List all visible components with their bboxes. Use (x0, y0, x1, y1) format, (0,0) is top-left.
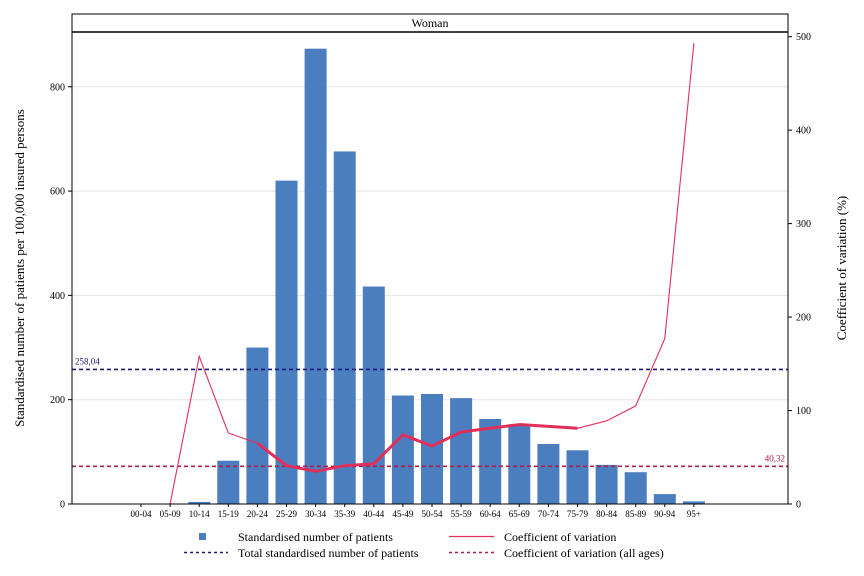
legend-label: Coefficient of variation (504, 530, 616, 544)
legend-label: Coefficient of variation (all ages) (504, 546, 664, 560)
y-tick-label: 0 (60, 500, 65, 511)
x-tick-label: 10-14 (189, 509, 210, 519)
y-tick-label: 400 (50, 291, 65, 302)
bar (217, 460, 240, 504)
legend-label: Standardised number of patients (238, 530, 393, 544)
bar (333, 151, 356, 504)
x-tick-label: 90-94 (654, 509, 675, 519)
y2-tick-label: 300 (796, 219, 811, 230)
reference-lines: 258,04 40,32 (72, 356, 788, 468)
plot-frame (71, 13, 789, 505)
bar (624, 472, 647, 504)
x-tick-label: 15-19 (218, 509, 239, 519)
y2-tick-label: 500 (796, 32, 811, 43)
bar (508, 424, 531, 504)
x-tick-label: 05-09 (160, 509, 181, 519)
x-tick-label: 35-39 (334, 509, 355, 519)
y2-tick-label: 0 (796, 500, 801, 511)
y2-tick-label: 400 (796, 126, 811, 137)
x-tick-label: 50-54 (422, 509, 443, 519)
bars (188, 48, 705, 505)
bar (566, 450, 589, 504)
x-tick-label: 80-84 (596, 509, 617, 519)
bar (653, 494, 676, 504)
y-axis-label: Standardised number of patients per 100,… (12, 109, 27, 427)
bar (421, 393, 443, 504)
legend: Standardised number of patients Coefficie… (184, 530, 664, 560)
y2-axis-label: Coefficient of variation (%) (834, 196, 849, 341)
bar (682, 501, 705, 504)
bar (450, 398, 473, 504)
bar (362, 286, 385, 504)
x-tick-label: 65-69 (509, 509, 530, 519)
bar (188, 501, 211, 504)
cv-lines (169, 43, 695, 505)
x-tick-label: 60-64 (480, 509, 501, 519)
legend-symbol-square (199, 533, 206, 540)
bar (275, 180, 298, 505)
bar (479, 418, 502, 504)
bar (246, 347, 269, 504)
x-tick-label: 30-34 (305, 509, 326, 519)
cv-line-highlight (256, 423, 578, 473)
x-tick-label: 85-89 (625, 509, 646, 519)
x-tick-label: 75-79 (567, 509, 588, 519)
x-tick-label: 95+ (687, 509, 701, 519)
gridlines (72, 86, 788, 401)
x-tick-label: 40-44 (363, 509, 384, 519)
bar (304, 48, 327, 504)
legend-label: Total standardised number of patients (238, 546, 419, 560)
y-tick-label: 600 (50, 187, 65, 198)
x-tick-label: 70-74 (538, 509, 559, 519)
x-tick-label: 20-24 (247, 509, 268, 519)
y2-tick-label: 100 (796, 406, 811, 417)
bar (391, 395, 414, 504)
bar (595, 464, 618, 504)
panel-title: Woman (411, 16, 448, 30)
y2-tick-label: 200 (796, 313, 811, 324)
bar (537, 444, 560, 504)
y-tick-label: 200 (50, 395, 65, 406)
x-tick-label: 55-59 (451, 509, 472, 519)
reference-line-label: 40,32 (765, 453, 785, 463)
x-tick-label: 45-49 (392, 509, 413, 519)
x-tick-label: 25-29 (276, 509, 297, 519)
axes: 0 200 400 600 800 0 100 200 300 400 500 00-04 05-09 1… (50, 32, 811, 519)
x-tick-label: 00-04 (131, 509, 152, 519)
reference-line-label: 258,04 (75, 356, 100, 366)
y-tick-label: 800 (50, 82, 65, 93)
